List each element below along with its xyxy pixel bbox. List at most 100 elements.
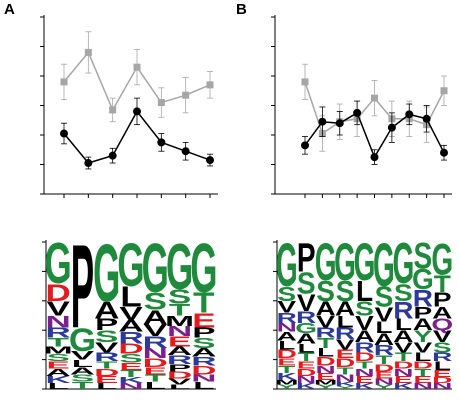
- logo-letter-y: Y: [277, 384, 296, 391]
- logo-letter-v: V: [46, 298, 69, 321]
- logo-letter-a: A: [413, 315, 433, 334]
- logo-letter-l: L: [120, 281, 141, 313]
- logo-letter-s: S: [394, 278, 413, 306]
- sequence-logo-a: GDVNRTMSEAKLPGVLASTGAPSVRTDELGLVARDSETKN…: [42, 220, 217, 391]
- data-point-circle: [181, 147, 190, 156]
- logo-letter-s: S: [316, 275, 335, 307]
- logo-letter-r: R: [374, 342, 394, 358]
- logo-letter-t: T: [414, 367, 431, 378]
- logo-letter-d: D: [354, 350, 374, 364]
- logo-letter-t: T: [169, 301, 191, 320]
- logo-letter-a: A: [335, 298, 356, 320]
- logo-letter-v: V: [71, 348, 95, 362]
- logo-letter-s: S: [192, 335, 215, 351]
- logo-letter-t: T: [317, 335, 335, 351]
- logo-letter-a: A: [46, 367, 71, 378]
- logo-letter-v: V: [375, 304, 394, 326]
- logo-letter-v: V: [433, 327, 453, 346]
- logo-letter-p: P: [413, 303, 432, 322]
- logo-letter-l: L: [72, 358, 93, 369]
- logo-letter-t: T: [375, 353, 392, 367]
- logo-letter-d: D: [143, 356, 168, 370]
- logo-letter-g: G: [142, 229, 169, 307]
- logo-letter-a: A: [277, 329, 298, 343]
- logo-letter-m: M: [44, 345, 73, 356]
- logo-letter-p: P: [192, 325, 215, 341]
- logo-letter-p: P: [95, 315, 118, 334]
- data-point-circle: [387, 123, 396, 132]
- logo-letter-k: K: [296, 382, 316, 391]
- data-point-square: [133, 63, 141, 71]
- logo-letter-e: E: [168, 334, 191, 350]
- data-point-circle: [353, 108, 362, 117]
- logo-letter-l: L: [96, 382, 117, 391]
- logo-letter-d: D: [167, 370, 192, 381]
- logo-letter-a: A: [315, 298, 336, 320]
- logo-letter-r: R: [393, 296, 413, 324]
- logo-letter-d: D: [46, 280, 71, 307]
- logo-letter-y: Y: [316, 384, 335, 391]
- logo-letter-s: S: [336, 275, 355, 307]
- logo-letter-e: E: [192, 309, 215, 332]
- data-point-square: [182, 91, 190, 99]
- logo-letter-e: E: [277, 357, 296, 368]
- data-point-square: [109, 106, 117, 114]
- logo-letter-l: L: [336, 312, 353, 331]
- logo-letter-a: A: [118, 317, 143, 336]
- logo-letter-r: R: [143, 333, 169, 352]
- logo-letter-l: L: [395, 315, 412, 334]
- data-point-circle: [318, 117, 327, 126]
- logo-letter-g: G: [166, 232, 193, 304]
- logo-letter-r: R: [94, 350, 119, 364]
- logo-letter-v: V: [355, 313, 374, 335]
- diversity-chart-a: [40, 15, 218, 198]
- logo-letter-g: G: [190, 229, 217, 307]
- logo-letter-g: G: [69, 322, 96, 359]
- logo-letter-s: S: [71, 373, 94, 384]
- logo-letter-l: L: [414, 350, 431, 364]
- logo-letter-r: R: [191, 354, 216, 368]
- logo-letter-n: N: [191, 373, 216, 384]
- logo-letter-r: R: [46, 325, 71, 341]
- logo-letter-g: G: [45, 233, 72, 297]
- logo-letter-n: N: [413, 382, 433, 391]
- data-point-circle: [440, 148, 448, 157]
- logo-letter-n: N: [374, 377, 394, 386]
- logo-letter-y: Y: [375, 384, 394, 391]
- logo-letter-s: S: [95, 327, 118, 346]
- logo-letter-r: R: [315, 325, 335, 341]
- data-point-circle: [405, 110, 414, 119]
- data-point-square: [60, 78, 68, 86]
- logo-letter-s: S: [297, 266, 316, 300]
- logo-letter-e: E: [336, 347, 355, 361]
- logo-letter-p: P: [433, 289, 452, 311]
- logo-letter-l: L: [278, 338, 295, 352]
- logo-letter-n: N: [46, 312, 71, 331]
- logo-letter-n: N: [296, 374, 316, 385]
- data-point-circle: [370, 153, 379, 162]
- logo-letter-l: L: [356, 275, 373, 307]
- logo-letter-s: S: [375, 280, 394, 312]
- logo-letter-y: Y: [336, 386, 356, 390]
- logo-letter-d: D: [374, 363, 394, 374]
- data-point-circle: [108, 151, 117, 160]
- logo-letter-l: L: [169, 384, 190, 391]
- logo-letter-e: E: [433, 369, 452, 380]
- data-point-circle: [60, 129, 68, 138]
- logo-letter-p: P: [168, 363, 191, 374]
- data-point-square: [157, 99, 165, 107]
- logo-letter-g: G: [412, 263, 434, 295]
- logo-letter-d: D: [393, 360, 413, 371]
- data-point-circle: [133, 107, 141, 116]
- logo-letter-v: V: [297, 289, 316, 317]
- logo-letter-s: S: [46, 352, 69, 363]
- data-point-circle: [301, 141, 309, 150]
- logo-letter-s: S: [277, 283, 296, 305]
- logo-letter-v: V: [168, 378, 191, 387]
- logo-letter-s: S: [144, 289, 167, 316]
- logo-letter-q: Q: [431, 315, 453, 334]
- logo-letter-v: V: [316, 312, 336, 331]
- logo-letter-n: N: [277, 320, 297, 334]
- logo-letter-a: A: [70, 366, 95, 377]
- logo-letter-e: E: [297, 360, 316, 371]
